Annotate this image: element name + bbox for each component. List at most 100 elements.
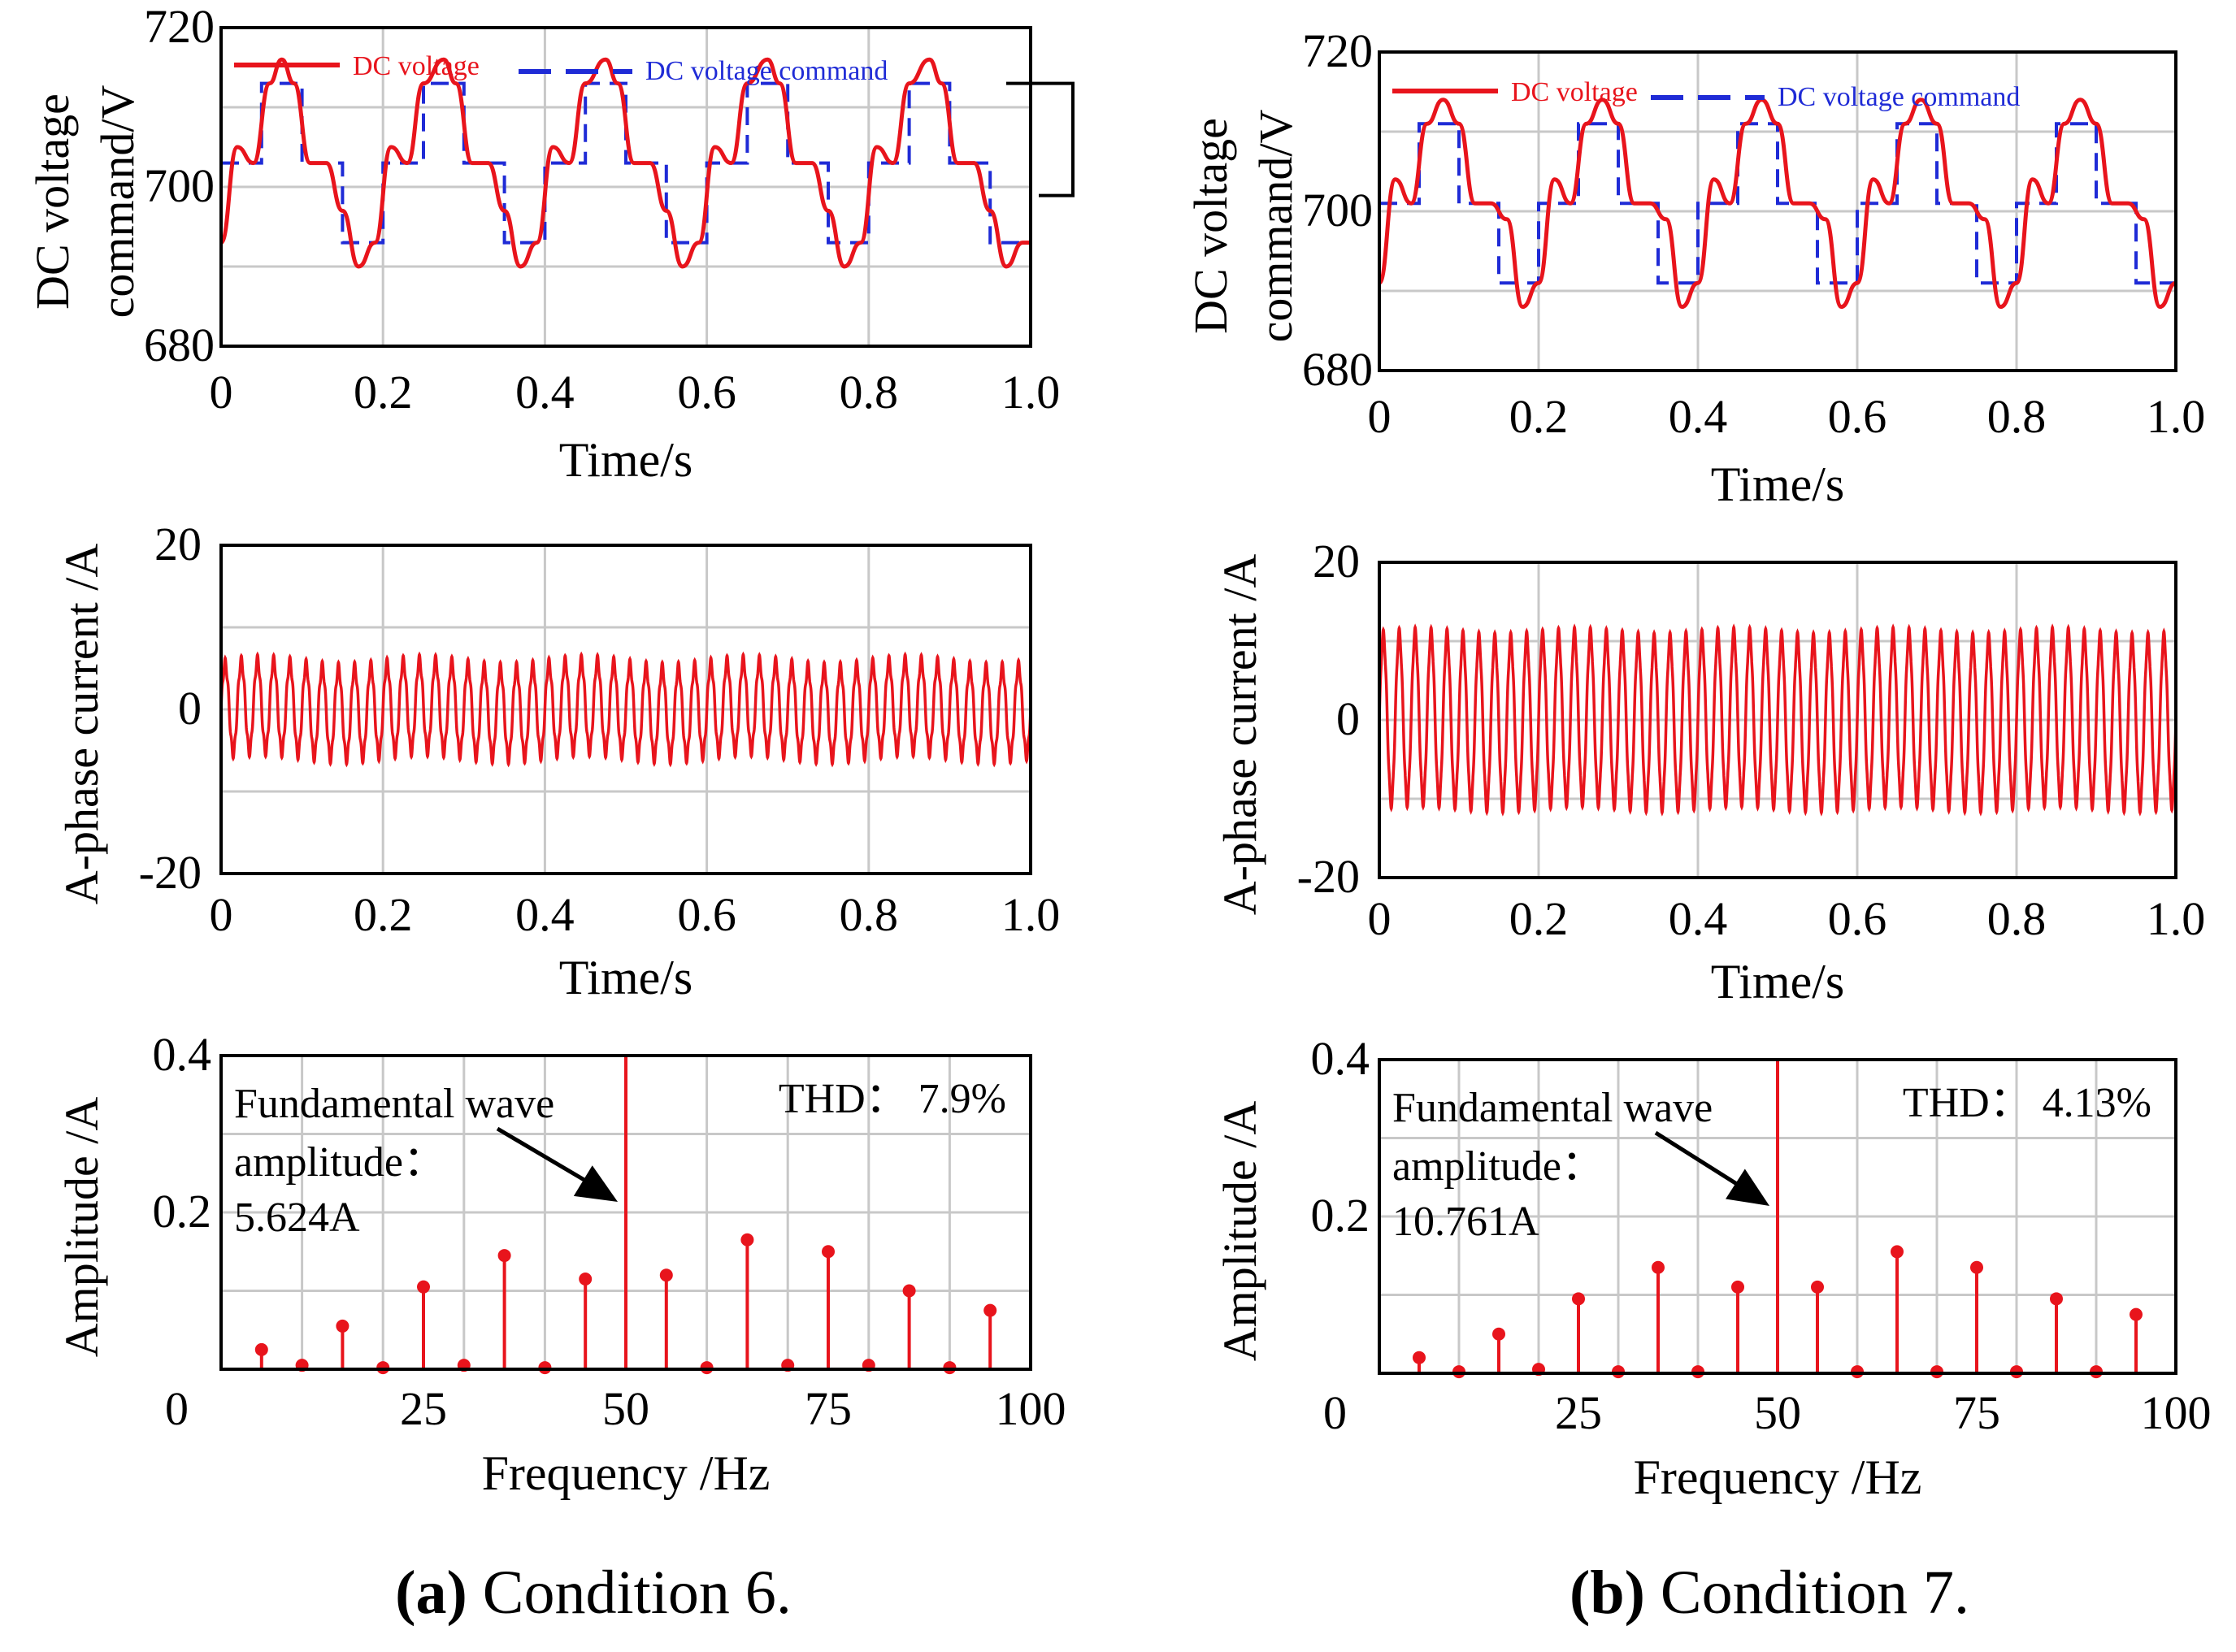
legend-label-dc-voltage-command: DC voltage command	[645, 56, 888, 86]
annotation-arrow	[496, 1126, 598, 1190]
spectrum-point	[1572, 1292, 1585, 1306]
plot-frame	[1378, 1058, 2177, 1375]
fundamental-annotation-line2: amplitude：	[1392, 1143, 1604, 1190]
fundamental-annotation-line3: 10.761A	[1392, 1199, 1539, 1245]
spectrum-point	[579, 1273, 593, 1286]
spectrum-point	[1891, 1245, 1904, 1259]
y-tick-label: 680	[1302, 343, 1373, 396]
plot-frame	[1378, 561, 2177, 879]
spectrum-point	[417, 1280, 430, 1294]
y-tick-label: 0	[178, 682, 202, 735]
x-tick-label: 1.0	[1001, 366, 1061, 418]
amplitude-spectrum-chart: Fundamental wave amplitude： 10.761A THD： 4.…	[1214, 1032, 2212, 1504]
x-tick-label: 0.8	[1987, 390, 2047, 443]
bracket-annotation	[1006, 81, 1075, 197]
thd-label: THD： 7.9%	[779, 1076, 1006, 1122]
plot-frame	[1378, 50, 2177, 372]
spectrum-point	[1492, 1327, 1505, 1341]
y-tick-label: 0	[1336, 692, 1360, 745]
x-tick-label: 75	[805, 1382, 852, 1435]
x-tick-label: 75	[1953, 1386, 2000, 1439]
x-tick-label: 0.2	[1509, 390, 1569, 443]
series-dc-voltage	[219, 57, 1031, 269]
x-tick-label: 50	[1754, 1386, 1801, 1439]
x-tick-label: 50	[602, 1382, 649, 1435]
x-tick-label: 0.6	[1828, 892, 1887, 945]
panel-caption-letter: (b)	[1570, 1559, 1645, 1627]
panel-caption-text: Condition 7.	[1645, 1559, 1969, 1627]
y-tick-label: 20	[154, 518, 202, 570]
y-axis-label: A-phase current /A	[1214, 554, 1266, 916]
y-tick-label: 720	[1302, 24, 1373, 77]
spectrum-point	[1811, 1280, 1824, 1294]
spectrum-point	[1970, 1260, 1983, 1274]
y-tick-label: 0.4	[153, 1028, 212, 1081]
x-tick-label: 0.4	[1669, 892, 1728, 945]
x-tick-label: 25	[1555, 1386, 1602, 1439]
y-axis-label: Amplitude /A	[1214, 1101, 1266, 1362]
x-axis-label: Time/s	[559, 951, 693, 1004]
spectrum-point	[902, 1284, 916, 1298]
annotation-arrow	[1654, 1130, 1750, 1194]
legend-label-dc-voltage-command: DC voltage command	[1778, 82, 2020, 112]
x-tick-label: 0.6	[1828, 390, 1887, 443]
y-tick-label: -20	[139, 846, 202, 899]
spectrum-point	[254, 1342, 268, 1356]
plot-frame	[219, 544, 1032, 875]
x-tick-label: 0	[1368, 390, 1392, 443]
x-tick-label: 0.8	[840, 888, 899, 941]
panel-caption: (b) Condition 7.	[1570, 1559, 1969, 1627]
spectrum-point	[1652, 1260, 1665, 1274]
x-axis-label: Time/s	[1711, 457, 1845, 511]
fundamental-annotation-line3: 5.624A	[234, 1195, 360, 1241]
spectrum-point	[983, 1303, 997, 1317]
x-tick-label: 0.8	[1987, 892, 2047, 945]
x-tick-label: 1.0	[1001, 888, 1061, 941]
y-tick-label: 0	[1323, 1386, 1347, 1439]
legend-label-dc-voltage: DC voltage	[353, 51, 480, 81]
annotation-arrowhead	[573, 1165, 618, 1202]
x-tick-label: 0.4	[515, 888, 575, 941]
spectrum-point	[336, 1319, 350, 1333]
y-tick-label: 720	[144, 0, 215, 53]
y-tick-label: 0.4	[1311, 1032, 1370, 1085]
amplitude-spectrum-chart: Fundamental wave amplitude： 5.624A THD： 7.9…	[55, 1028, 1066, 1500]
panel-caption-letter: (a)	[395, 1559, 467, 1627]
x-tick-label: 0.2	[354, 888, 413, 941]
x-tick-label: 25	[400, 1382, 447, 1435]
y-tick-label: 0.2	[1311, 1189, 1370, 1242]
fundamental-annotation-line1: Fundamental wave	[234, 1081, 554, 1127]
x-tick-label: 1.0	[2147, 390, 2206, 443]
y-axis-label: Amplitude /A	[55, 1097, 108, 1358]
thd-label: THD： 4.13%	[1903, 1080, 2151, 1126]
y-axis-label-line2: command/V	[1249, 110, 1302, 343]
x-tick-label: 0.4	[1669, 390, 1728, 443]
panel-caption-text: Condition 6.	[467, 1559, 792, 1627]
series-dc-voltage	[1377, 98, 2177, 310]
y-axis-label-line1: DC voltage	[26, 93, 79, 310]
x-tick-label: 0	[210, 366, 233, 418]
y-tick-label: 700	[1302, 184, 1373, 236]
x-tick-label: 0.6	[677, 888, 736, 941]
y-tick-label: 0	[165, 1382, 189, 1435]
plot-frame	[219, 26, 1032, 348]
spectrum-point	[1731, 1280, 1744, 1294]
fundamental-annotation-line1: Fundamental wave	[1392, 1085, 1713, 1131]
annotation-arrowhead	[1726, 1169, 1769, 1206]
y-tick-label: 20	[1313, 535, 1360, 588]
series-a-phase-current	[219, 651, 1032, 768]
x-tick-label: 0.8	[840, 366, 899, 418]
x-axis-label: Frequency /Hz	[482, 1446, 771, 1500]
x-tick-label: 0.2	[1509, 892, 1569, 945]
x-axis-label: Frequency /Hz	[1634, 1450, 1922, 1504]
spectrum-point	[497, 1249, 511, 1263]
spectrum-point	[1413, 1351, 1426, 1364]
y-axis-label: A-phase current /A	[55, 544, 108, 905]
y-axis-label-line1: DC voltage	[1184, 118, 1237, 334]
x-tick-label: 100	[2141, 1386, 2212, 1439]
y-tick-label: 700	[144, 159, 215, 212]
